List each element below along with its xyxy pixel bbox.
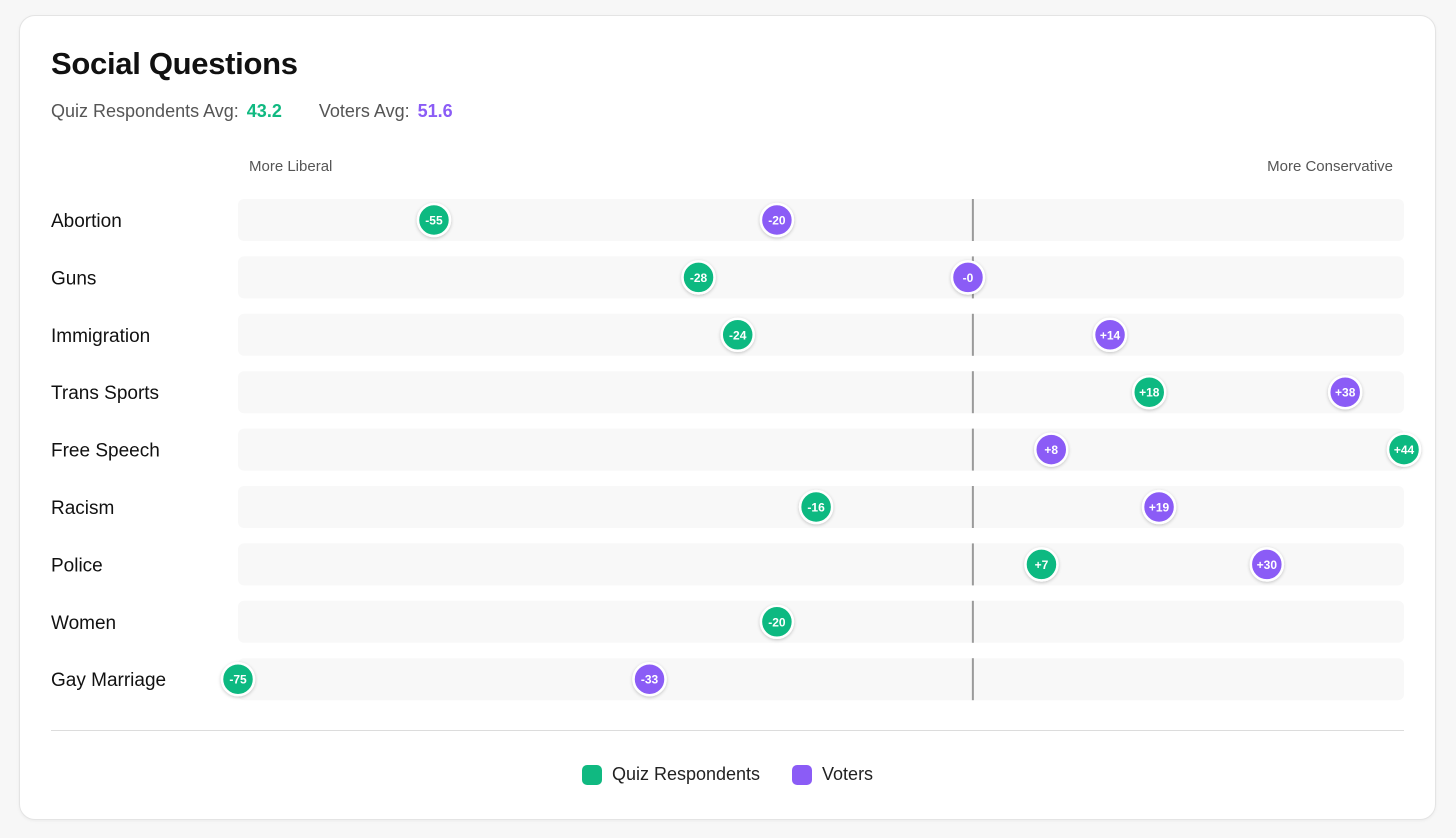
dot-voters-police: +30 [1249,547,1285,582]
dot-plot: Abortion -55 -20 Guns -28 -0 Immigration -24 +14… [51,199,1422,701]
track-free-speech [238,428,1404,471]
row-label-gay-marriage: Gay Marriage [51,670,166,691]
chart-title: Social Questions [51,46,298,81]
axis-label-conservative: More Conservative [1267,158,1393,175]
legend-item-quiz[interactable]: Quiz Respondents [581,764,761,785]
dot-circle-voters-racism [1141,489,1177,525]
dot-circle-voters-trans-sports [1327,374,1363,410]
row-label-trans-sports: Trans Sports [51,383,159,404]
dot-circle-voters-free-speech [1034,432,1069,467]
dot-quiz-immigration: -24 [720,317,755,353]
chart-card: Social Questions Quiz Respondents Avg: 43… [19,15,1436,820]
dot-voters-abortion: -20 [759,202,795,238]
dot-quiz-free-speech: +44 [1386,432,1422,467]
dot-label-voters-racism: +19 [1149,501,1170,515]
row-label-free-speech: Free Speech [51,441,160,462]
track-trans-sports [238,371,1404,414]
dot-quiz-gay-marriage: -75 [220,661,256,697]
dot-quiz-racism: -16 [798,489,834,525]
legend-item-voters[interactable]: Voters [792,764,873,785]
track-guns [238,256,1404,299]
dot-quiz-abortion: -55 [416,202,452,238]
dot-label-quiz-women: -20 [768,615,786,629]
dot-label-voters-abortion: -20 [768,214,786,228]
dot-voters-immigration: +14 [1092,317,1128,353]
dot-circle-voters-gay-marriage [632,661,667,697]
averages-summary: Quiz Respondents Avg: 43.2 Voters Avg: 51.… [51,101,453,122]
dot-label-quiz-free-speech: +44 [1394,443,1415,457]
dot-circle-voters-immigration [1092,317,1128,353]
track-women [238,600,1404,643]
quiz-avg-label: Quiz Respondents Avg: [51,101,239,121]
dot-label-voters-police: +30 [1257,558,1278,572]
dot-label-quiz-immigration: -24 [729,328,747,342]
dot-circle-voters-abortion [759,202,795,238]
track-gay-marriage [238,658,1404,701]
row-label-police: Police [51,555,103,576]
row-label-immigration: Immigration [51,326,150,347]
legend-label-quiz: Quiz Respondents [611,764,761,784]
axis-label-liberal: More Liberal [249,158,333,175]
dot-voters-racism: +19 [1141,489,1177,525]
dot-circle-quiz-gay-marriage [220,661,256,697]
dot-label-quiz-abortion: -55 [425,214,443,228]
dot-label-voters-free-speech: +8 [1044,443,1058,457]
track-police [238,543,1404,586]
dot-circle-quiz-guns [681,260,716,295]
dot-circle-voters-guns [950,260,986,295]
dot-voters-guns: -0 [950,260,986,295]
dot-circle-quiz-free-speech [1386,432,1422,467]
row-label-racism: Racism [51,498,114,519]
dot-circle-quiz-women [759,604,795,640]
dot-quiz-women: -20 [759,604,795,640]
dot-circle-quiz-police [1024,547,1059,582]
dot-circle-quiz-immigration [720,317,755,353]
voters-avg-label: Voters Avg: [318,101,410,121]
dot-voters-trans-sports: +38 [1327,374,1363,410]
track-immigration [238,313,1404,356]
quiz-avg-value: 43.2 [246,101,282,121]
row-label-abortion: Abortion [51,211,122,232]
row-label-guns: Guns [51,268,96,289]
legend-swatch-voters [792,764,813,785]
row-label-women: Women [51,613,116,634]
dot-circle-quiz-trans-sports [1131,374,1167,410]
legend: Quiz Respondents Voters [20,764,1435,785]
dot-label-voters-immigration: +14 [1100,328,1121,342]
voters-avg-value: 51.6 [417,101,453,121]
track-abortion [238,199,1404,241]
legend-label-voters: Voters [822,764,874,784]
dot-label-voters-trans-sports: +38 [1335,386,1356,400]
dot-circle-voters-police [1249,547,1285,582]
dot-label-voters-gay-marriage: -33 [641,673,659,687]
dot-quiz-guns: -28 [681,260,716,295]
dot-label-quiz-gay-marriage: -75 [229,673,247,687]
dot-quiz-trans-sports: +18 [1131,374,1167,410]
dot-circle-quiz-racism [798,489,834,525]
dot-voters-free-speech: +8 [1034,432,1069,467]
legend-swatch-quiz [581,764,602,785]
dot-quiz-police: +7 [1024,547,1059,582]
dot-circle-quiz-abortion [416,202,452,238]
dot-label-quiz-police: +7 [1035,558,1049,572]
dot-label-quiz-racism: -16 [807,501,825,515]
legend-divider [51,730,1404,731]
dot-label-voters-guns: -0 [963,271,974,285]
dot-label-quiz-trans-sports: +18 [1139,386,1160,400]
dot-voters-gay-marriage: -33 [632,661,667,697]
dot-label-quiz-guns: -28 [690,271,708,285]
